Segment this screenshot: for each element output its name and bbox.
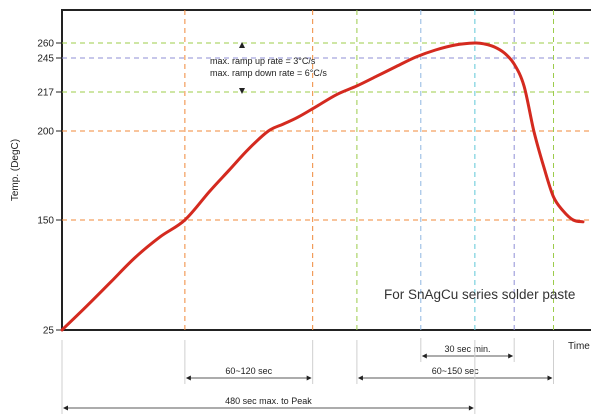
y-tick-label: 25 xyxy=(43,326,55,337)
dimension-label: 60~120 sec xyxy=(225,366,272,376)
arrow-right-icon xyxy=(547,375,553,381)
guide-lines xyxy=(62,10,590,330)
dimension-label: 30 sec min. xyxy=(444,344,490,354)
arrow-left-icon xyxy=(357,375,363,381)
y-tick-label: 217 xyxy=(37,88,54,99)
dimension-label: 60~150 sec xyxy=(432,366,479,376)
arrow-left-icon xyxy=(421,353,427,359)
dimension-label: 480 sec max. to Peak xyxy=(225,396,312,406)
temperature-curve xyxy=(60,41,585,332)
arrow-right-icon xyxy=(306,375,312,381)
y-tick-label: 260 xyxy=(37,39,54,50)
plot-frame xyxy=(61,9,591,331)
ramp-annotation: max. ramp up rate = 3°C/s max. ramp down… xyxy=(210,42,327,94)
y-tick-label: 150 xyxy=(37,216,54,227)
arrow-right-icon xyxy=(468,405,474,411)
x-axis-label: Time xyxy=(568,341,590,352)
arrow-left-icon xyxy=(185,375,191,381)
ramp-up-arrow-icon xyxy=(239,42,245,48)
ramp-up-text: max. ramp up rate = 3°C/s xyxy=(210,56,316,66)
ramp-down-arrow-icon xyxy=(239,88,245,94)
y-tick-label: 200 xyxy=(37,127,54,138)
y-axis-label: Temp. (DegC) xyxy=(10,139,21,201)
arrow-right-icon xyxy=(508,353,514,359)
y-tick-label: 245 xyxy=(37,54,54,65)
dimension-markers: 30 sec min. 60~120 sec 60~150 sec 480 sec m… xyxy=(61,338,555,414)
y-axis-ticks: 25 150 200 217 245 260 xyxy=(37,39,62,337)
ramp-down-text: max. ramp down rate = 6°C/s xyxy=(210,68,327,78)
solder-paste-note: For SnAgCu series solder paste xyxy=(384,287,575,302)
arrow-left-icon xyxy=(63,405,68,411)
